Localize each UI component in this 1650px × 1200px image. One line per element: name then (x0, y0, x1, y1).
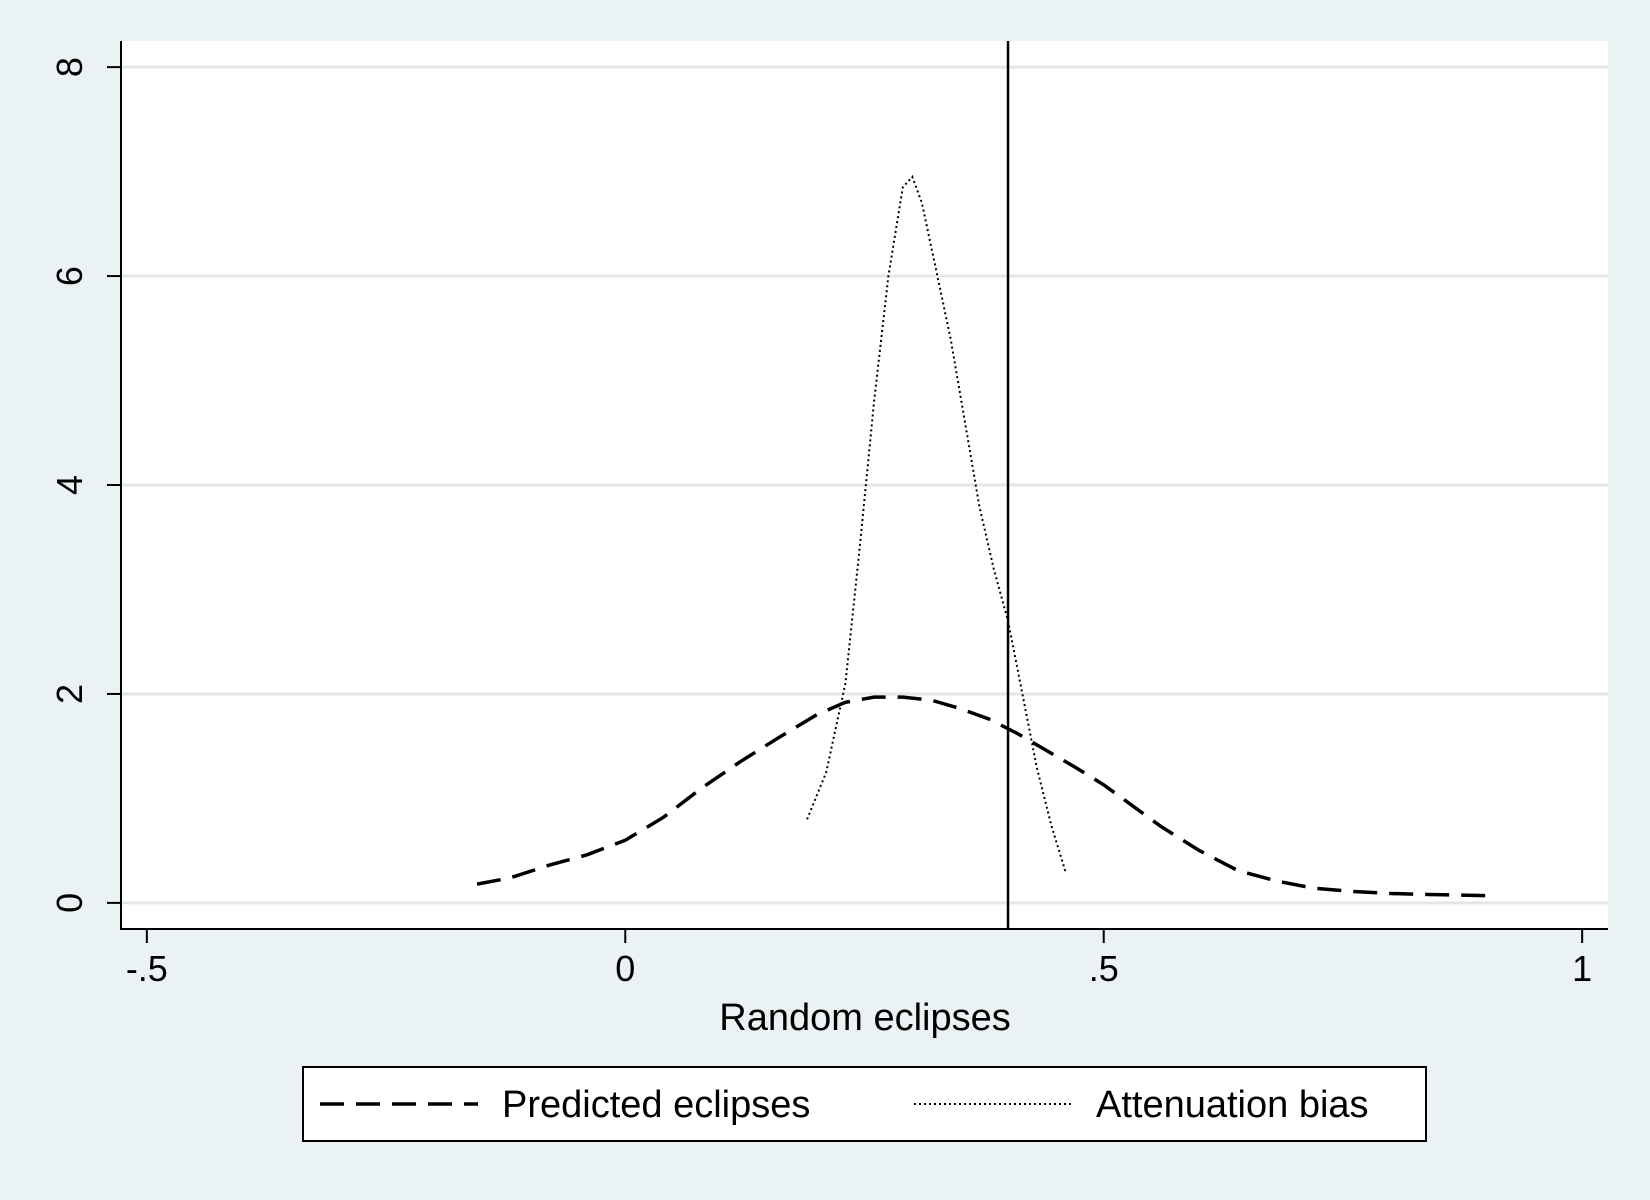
x-axis-title: Random eclipses (719, 997, 1010, 1039)
y-tick-label-0: 0 (49, 893, 90, 913)
series-group (476, 174, 1487, 898)
y-tick-label-2: 4 (49, 475, 90, 495)
y-tick-label-3: 6 (49, 266, 90, 286)
x-tick-label-3: 1 (1572, 948, 1592, 989)
ticks-group: -.5 0 .5 1 0 2 4 6 8 (49, 57, 1592, 989)
legend-label-attenuation-bias: Attenuation bias (1096, 1084, 1369, 1126)
legend-label-predicted-eclipses: Predicted eclipses (502, 1084, 810, 1126)
x-tick-label-2: .5 (1089, 948, 1119, 989)
x-tick-label-0: -.5 (126, 948, 168, 989)
legend: Predicted eclipses Attenuation bias (302, 1066, 1427, 1142)
series-line-predicted-eclipses (476, 695, 1487, 898)
y-tick-label-1: 2 (49, 684, 90, 704)
legend-box (302, 1066, 1427, 1142)
grid-lines (121, 65, 1608, 905)
y-tick-label-4: 8 (49, 57, 90, 77)
x-tick-label-1: 0 (615, 948, 635, 989)
